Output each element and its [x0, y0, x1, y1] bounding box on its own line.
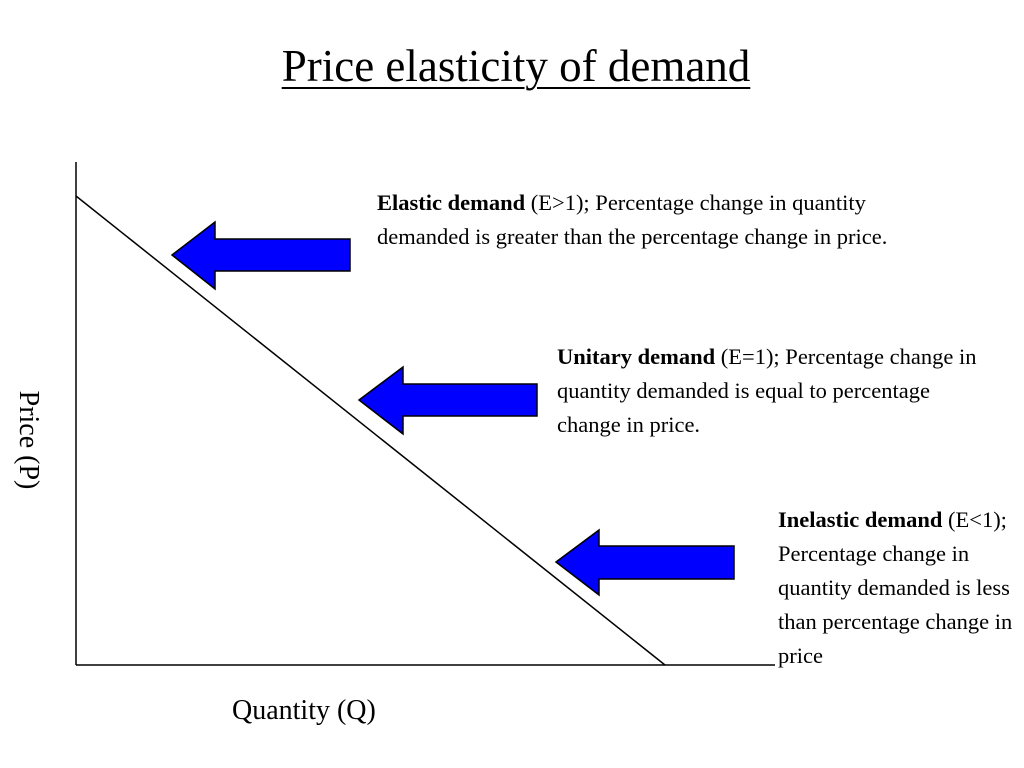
elastic-arrow-icon	[170, 220, 351, 291]
elastic-demand-term: Elastic demand	[377, 190, 526, 215]
unitary-arrow-icon	[357, 365, 538, 436]
elastic-demand-annotation: Elastic demand (E>1); Percentage change …	[377, 186, 947, 254]
page-title: Price elasticity of demand	[281, 41, 751, 91]
elastic-demand-description: (E>1); Percentage change in quantity dem…	[377, 190, 888, 249]
inelastic-arrow-icon	[554, 528, 735, 597]
x-axis-label: Quantity (Q)	[232, 695, 376, 726]
demand-curve	[75, 195, 666, 666]
inelastic-demand-annotation: Inelastic demand (E<1); Percentage chang…	[778, 503, 1018, 673]
y-axis-label: Price (P)	[13, 390, 44, 490]
inelastic-demand-term: Inelastic demand	[778, 507, 943, 532]
unitary-demand-description: (E=1); Percentage change in quantity dem…	[557, 344, 977, 437]
unitary-demand-annotation: Unitary demand (E=1); Percentage change …	[557, 340, 987, 442]
unitary-demand-term: Unitary demand	[557, 344, 716, 369]
inelastic-demand-description: (E<1); Percentage change in quantity dem…	[778, 507, 1013, 668]
